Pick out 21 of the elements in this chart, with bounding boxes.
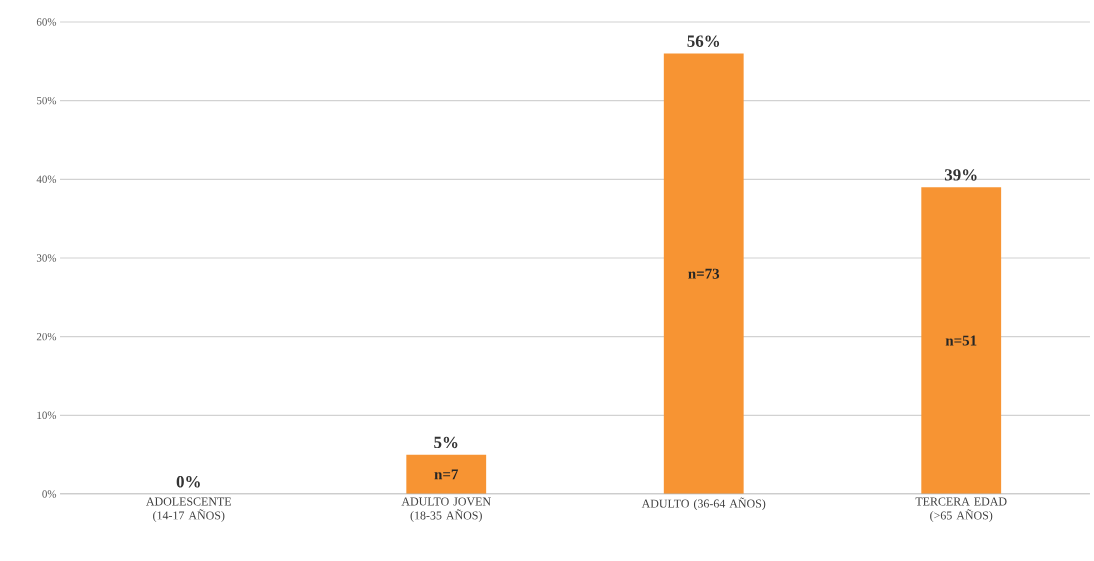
x-tick-label: ADOLESCENTE (14-17 AÑOS) bbox=[146, 497, 231, 522]
x-tick-label: ADULTO (36-64 AÑOS) bbox=[641, 497, 766, 511]
y-tick-label: 40% bbox=[36, 175, 57, 184]
y-tick-label: 0% bbox=[42, 490, 57, 498]
x-tick-label: ADULTO JOVEN (18-35 AÑOS) bbox=[401, 497, 491, 522]
y-tick-label: 20% bbox=[36, 332, 57, 341]
data-label: 39% bbox=[944, 169, 977, 181]
data-label: 0% bbox=[176, 475, 200, 488]
bar bbox=[406, 454, 487, 494]
bar bbox=[663, 53, 744, 494]
y-tick-label: 10% bbox=[37, 411, 57, 420]
data-label: 5% bbox=[434, 436, 458, 449]
annotation: n=51 bbox=[945, 335, 977, 346]
x-tick-label: TERCERA EDAD (>65 AÑOS) bbox=[915, 497, 1007, 522]
y-tick-label: 30% bbox=[36, 254, 57, 262]
data-label: 56% bbox=[687, 35, 720, 47]
annotation: n=7 bbox=[434, 469, 459, 480]
annotation: n=73 bbox=[688, 268, 720, 279]
y-tick-label: 50% bbox=[37, 96, 57, 105]
y-tick-label: 60% bbox=[36, 18, 57, 26]
bar bbox=[921, 187, 1002, 494]
